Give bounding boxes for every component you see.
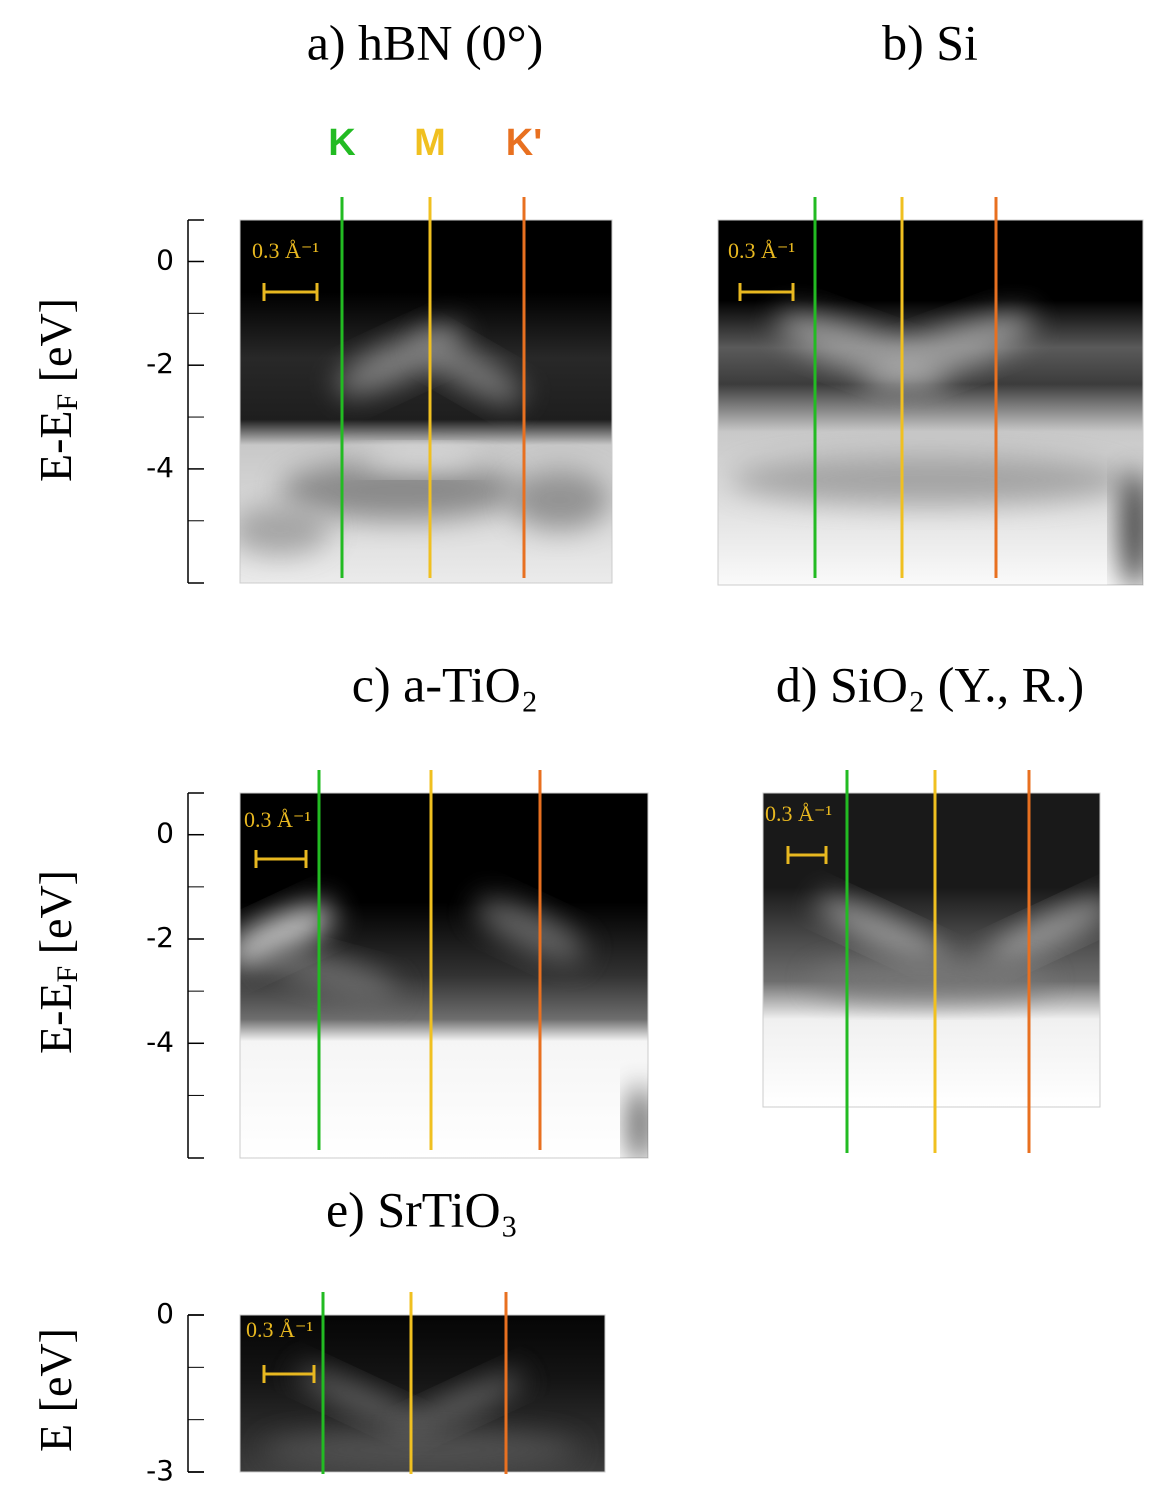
panel: c) a-TiO₂ 0.3 Å⁻¹ 0 -2 -4 E-EF [eV] [30, 656, 649, 1159]
band [865, 312, 1035, 388]
ylabel-main: E [30, 1424, 81, 1452]
band [396, 1372, 524, 1438]
k-point-label: K [328, 122, 356, 164]
band [730, 455, 1130, 505]
y-axis-label: E-EF [eV] [30, 870, 84, 1054]
panel-title: c) a-TiO₂ [352, 656, 538, 712]
panel-title: d) SiO₂ (Y., R.) [776, 656, 1084, 712]
band [240, 505, 330, 555]
ylabel-main: E-E [30, 982, 81, 1054]
panel-title: e) SrTiO₃ [326, 1181, 518, 1237]
k-point-label: M [414, 122, 446, 164]
band [296, 1367, 424, 1433]
panel-title: a) hBN (0°) [307, 14, 544, 70]
ylabel-unit: [eV] [30, 298, 81, 394]
ylabel-unit: [eV] [30, 870, 81, 966]
y-tick-label: 0 [156, 817, 174, 850]
y-tick-label: 0 [156, 243, 174, 276]
ylabel-sub: F [51, 394, 84, 411]
ylabel-main: E-E [30, 410, 81, 482]
y-tick-label: -2 [146, 347, 174, 380]
spectrum-image [717, 219, 1144, 586]
band [417, 336, 523, 404]
panel: a) hBN (0°) K M K' 0.3 Å⁻¹ 0 -2 -4 E-EF [eV] [30, 14, 613, 584]
y-tick-label: 0 [156, 1297, 174, 1330]
y-axis-label: E-EF [eV] [30, 298, 84, 482]
band [810, 960, 1050, 1000]
scale-label: 0.3 Å⁻¹ [728, 238, 795, 263]
band [240, 903, 336, 967]
y-axis-label: E [eV] [30, 1328, 81, 1452]
y-tick-label: -2 [146, 921, 174, 954]
bands [240, 325, 610, 555]
scale-label: 0.3 Å⁻¹ [246, 1317, 313, 1342]
scale-label: 0.3 Å⁻¹ [765, 801, 832, 826]
band [986, 897, 1100, 963]
ylabel-sub: F [51, 966, 84, 983]
panel: d) SiO₂ (Y., R.) 0.3 Å⁻¹ [762, 656, 1101, 1153]
k-point-label: K' [506, 122, 542, 164]
y-tick-label: -4 [146, 451, 174, 484]
panel-title: b) Si [882, 14, 978, 70]
band [360, 450, 480, 470]
band [510, 470, 610, 530]
bands [260, 1367, 580, 1470]
scale-label: 0.3 Å⁻¹ [244, 807, 311, 832]
panel: e) SrTiO₃ 0.3 Å⁻¹ 0 -3 E [eV] [30, 1181, 606, 1485]
y-tick-label: -4 [146, 1025, 174, 1058]
band [1121, 470, 1143, 585]
band [262, 949, 398, 1001]
band [630, 1085, 648, 1158]
band [260, 1430, 580, 1470]
scale-label: 0.3 Å⁻¹ [252, 238, 319, 263]
panel: b) Si 0.3 Å⁻¹ [717, 14, 1144, 586]
y-tick-label: -3 [146, 1454, 174, 1485]
ylabel-unit: [eV] [30, 1328, 81, 1424]
bands [240, 898, 648, 1158]
band [474, 898, 586, 962]
band [280, 460, 520, 520]
